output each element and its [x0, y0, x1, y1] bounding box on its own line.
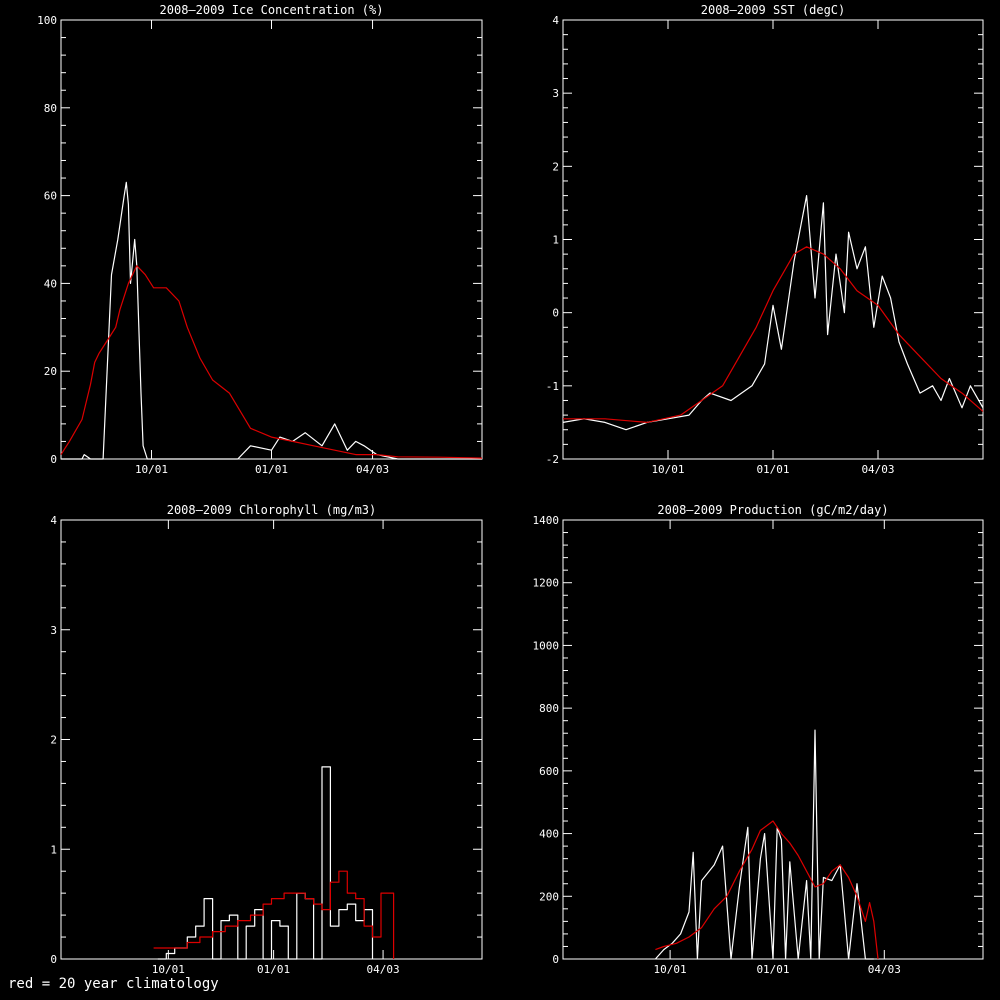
- panel3-ytick-label: 4: [50, 514, 57, 527]
- panel4-xtick-label: 10/01: [654, 963, 687, 976]
- panel3-ytick-label: 1: [50, 843, 57, 856]
- panel3-xtick-label: 10/01: [152, 963, 185, 976]
- panel1-observed-line: [61, 181, 482, 460]
- panel1-ytick-label: 20: [44, 365, 57, 378]
- panel1-xtick-label: 04/03: [356, 463, 389, 476]
- panel1-ytick-label: 60: [44, 190, 57, 203]
- panel3-ytick-label: 0: [50, 953, 57, 966]
- panel1-ytick-label: 40: [44, 277, 57, 290]
- panel4-observed-line: [654, 729, 874, 960]
- panel2-ytick-label: 4: [552, 14, 559, 27]
- panel3-ytick-label: 3: [50, 624, 57, 637]
- panel3-xtick-label: 01/01: [257, 963, 290, 976]
- panel3-title: 2008–2009 Chlorophyll (mg/m3): [167, 503, 377, 517]
- panel4-climatology-line: [655, 820, 879, 960]
- panel2-ytick-label: -1: [546, 380, 559, 393]
- panel4-ytick-label: 200: [539, 890, 559, 903]
- panel3-climatology-line: [153, 870, 395, 959]
- panel4-ytick-label: 600: [539, 765, 559, 778]
- panel4-title: 2008–2009 Production (gC/m2/day): [657, 503, 888, 517]
- panel4-ytick-label: 800: [539, 702, 559, 715]
- panel1-ytick-label: 0: [50, 453, 57, 466]
- panel2-ytick-label: 3: [552, 87, 559, 100]
- panel4-ytick-label: 1200: [533, 577, 560, 590]
- panel2-xtick-label: 04/03: [861, 463, 894, 476]
- panel2-ytick-label: 1: [552, 234, 559, 247]
- panel2-xtick-label: 01/01: [756, 463, 789, 476]
- panel1-xtick-label: 01/01: [255, 463, 288, 476]
- panel4-ytick-label: 400: [539, 828, 559, 841]
- panel2-climatology-line: [563, 246, 984, 423]
- panel3-ytick-label: 2: [50, 734, 57, 747]
- panel1-xtick-label: 10/01: [135, 463, 168, 476]
- panel2-ytick-label: 0: [552, 307, 559, 320]
- panel2-ytick-label: -2: [546, 453, 559, 466]
- panel2-xtick-label: 10/01: [651, 463, 684, 476]
- panel2-observed-line: [562, 195, 984, 431]
- panel1-climatology-line: [60, 265, 483, 459]
- panel4-xtick-label: 01/01: [756, 963, 789, 976]
- panel1-ytick-label: 100: [37, 14, 57, 27]
- panel4-xtick-label: 04/03: [868, 963, 901, 976]
- panel3-observed-line: [157, 766, 374, 960]
- panel3-xtick-label: 04/03: [367, 963, 400, 976]
- panel1-ytick-label: 80: [44, 102, 57, 115]
- panel2-ytick-label: 2: [552, 160, 559, 173]
- climatology-note: red = 20 year climatology: [8, 976, 219, 992]
- panel4-ytick-label: 0: [552, 953, 559, 966]
- panel4-ytick-label: 1000: [533, 639, 560, 652]
- panel2-title: 2008–2009 SST (degC): [701, 3, 846, 17]
- panel1-title: 2008–2009 Ice Concentration (%): [160, 3, 384, 17]
- panel4-ytick-label: 1400: [533, 514, 560, 527]
